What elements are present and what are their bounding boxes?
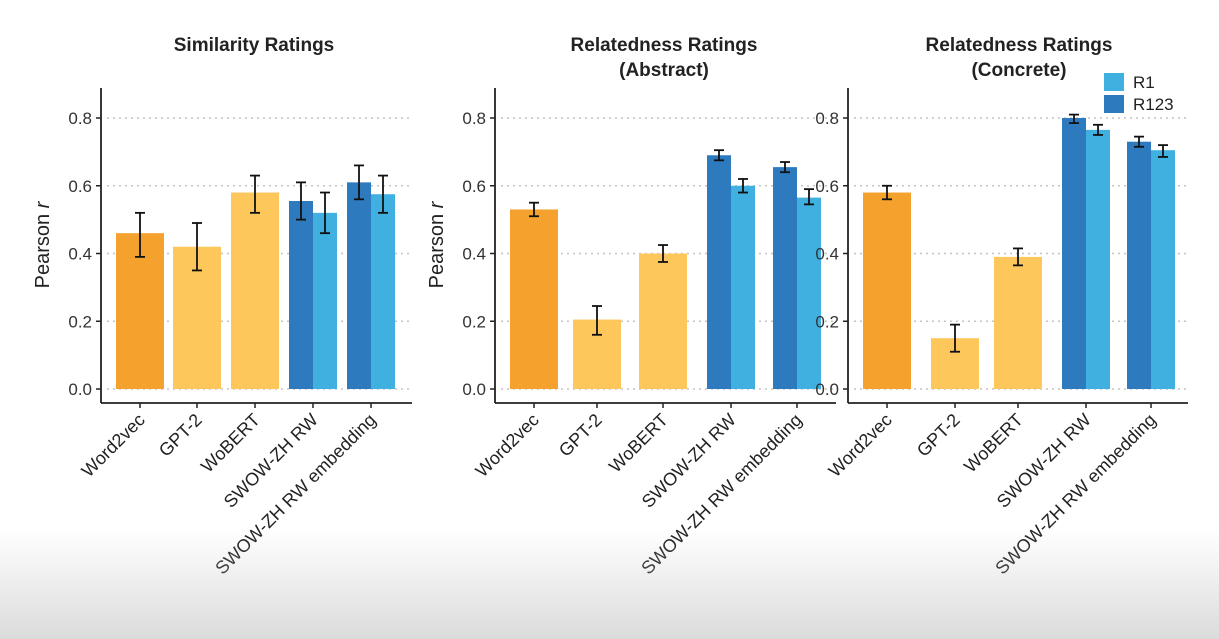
- bar-swow-zh-rw-embedding-r123: [1127, 141, 1151, 389]
- bar-swow-zh-rw-embedding-r123: [773, 167, 797, 389]
- chart-title: Similarity Ratings: [174, 35, 335, 56]
- y-tick-label: 0.4: [815, 245, 839, 264]
- x-tick-label: Word2vec: [472, 410, 543, 481]
- x-tick-label: GPT-2: [913, 410, 964, 461]
- y-tick-label: 0.2: [68, 312, 92, 331]
- y-axis-label: Pearson r: [32, 200, 54, 288]
- y-tick-label: 0.4: [462, 245, 486, 264]
- bar-swow-zh-rw-embedding-r1: [1151, 150, 1175, 389]
- legend-label-r1: R1: [1133, 73, 1155, 92]
- x-tick-label: GPT-2: [155, 410, 206, 461]
- bar-swow-zh-rw-r1: [313, 212, 337, 389]
- bar-swow-zh-rw-r123: [707, 155, 731, 389]
- y-tick-label: 0.8: [815, 109, 839, 128]
- bar-swow-zh-rw-r1: [1086, 129, 1110, 389]
- chart-subtitle: (Abstract): [619, 60, 709, 81]
- y-tick-label: 0.8: [462, 109, 486, 128]
- x-tick-label: WoBERT: [605, 410, 672, 477]
- y-tick-label: 0.6: [815, 177, 839, 196]
- y-axis-label-symbol: r: [32, 200, 54, 208]
- bar-swow-zh-rw-embedding-r123: [347, 182, 371, 389]
- y-tick-label: 0.6: [68, 177, 92, 196]
- y-axis-label: Pearson r: [426, 200, 448, 288]
- x-tick-label: Word2vec: [78, 410, 149, 481]
- y-tick-label: 0.4: [68, 245, 92, 264]
- y-tick-label: 0.2: [815, 312, 839, 331]
- bar-swow-zh-rw-r123: [289, 200, 313, 389]
- bar-word2vec: [116, 233, 164, 389]
- bar-wobert: [994, 256, 1042, 389]
- chart-title: Relatedness Ratings: [571, 35, 758, 56]
- y-tick-label: 0.0: [68, 380, 92, 399]
- legend: R1 R123: [1104, 73, 1174, 114]
- bar-wobert: [231, 192, 279, 389]
- x-tick-label: GPT-2: [555, 410, 606, 461]
- chart-title: Relatedness Ratings: [926, 35, 1113, 56]
- y-tick-label: 0.8: [68, 109, 92, 128]
- y-tick-label: 0.6: [462, 177, 486, 196]
- bar-swow-zh-rw-embedding-r1: [797, 197, 821, 389]
- bar-swow-zh-rw-r123: [1062, 118, 1086, 389]
- y-tick-label: 0.2: [462, 312, 486, 331]
- x-tick-label: WoBERT: [960, 410, 1027, 477]
- y-axis-label-text: Pearson: [32, 208, 54, 288]
- y-axis-label-text: Pearson: [426, 208, 448, 288]
- legend-label-r123: R123: [1133, 95, 1174, 114]
- legend-swatch-r123: [1104, 95, 1124, 113]
- bar-swow-zh-rw-r1: [731, 185, 755, 389]
- x-tick-label: Word2vec: [825, 410, 896, 481]
- bar-word2vec: [863, 192, 911, 389]
- bar-swow-zh-rw-embedding-r1: [371, 194, 395, 389]
- y-axis-label-symbol: r: [426, 200, 448, 208]
- y-tick-label: 0.0: [815, 380, 839, 399]
- legend-swatch-r1: [1104, 73, 1124, 91]
- y-tick-label: 0.0: [462, 380, 486, 399]
- chart-subtitle: (Concrete): [971, 60, 1066, 81]
- bar-word2vec: [510, 209, 558, 389]
- bar-wobert: [639, 253, 687, 389]
